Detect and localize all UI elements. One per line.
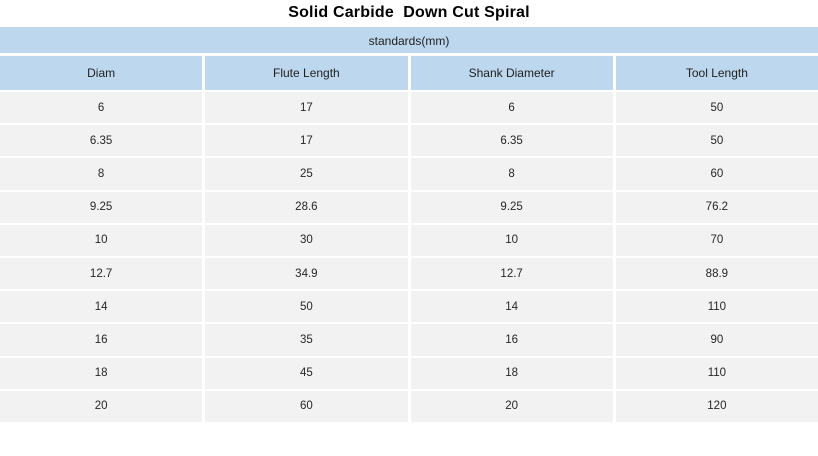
table-cell: 20 [410,390,613,422]
column-header-diam: Diam [0,56,203,90]
table-cell: 60 [205,390,408,422]
table-cell: 45 [205,357,408,389]
table-cell: 6 [0,92,203,124]
table-cell: 9.25 [410,191,613,223]
table-cell: 8 [410,158,613,190]
table-cell: 70 [615,224,818,256]
table-cell: 88.9 [615,257,818,290]
table-cell: 76.2 [615,191,818,223]
table-cell: 12.7 [0,257,203,290]
table-cell: 14 [0,291,203,323]
table-cell: 50 [615,125,818,157]
table-cell: 34.9 [205,257,408,290]
table-cell: 60 [615,158,818,190]
table-row: 6 17 6 50 [0,92,818,124]
table-cell: 10 [0,224,203,256]
page-title: Solid Carbide Down Cut Spiral [288,4,530,21]
table-cell: 50 [205,291,408,323]
standards-subtitle-bar: standards(mm) [0,27,818,53]
table-cell: 20 [0,390,203,422]
table-cell: 14 [410,291,613,323]
table-cell: 28.6 [205,191,408,223]
column-header-tool-length: Tool Length [615,56,818,90]
table-cell: 17 [205,125,408,157]
spec-table: Diam Flute Length Shank Diameter Tool Le… [0,56,818,422]
table-row: 12.7 34.9 12.7 88.9 [0,257,818,290]
table-cell: 6 [410,92,613,124]
table-cell: 6.35 [410,125,613,157]
column-header-flute-length: Flute Length [205,56,408,90]
table-cell: 35 [205,324,408,356]
table-row: 8 25 8 60 [0,158,818,190]
table-cell: 12.7 [410,257,613,290]
table-row: 20 60 20 120 [0,390,818,422]
table-cell: 90 [615,324,818,356]
table-cell: 9.25 [0,191,203,223]
table-cell: 30 [205,224,408,256]
table-cell: 18 [410,357,613,389]
table-row: 16 35 16 90 [0,324,818,356]
table-cell: 120 [615,390,818,422]
table-cell: 17 [205,92,408,124]
divider [0,53,818,56]
table-cell: 50 [615,92,818,124]
table-row: 18 45 18 110 [0,357,818,389]
table-cell: 8 [0,158,203,190]
table-row: 6.35 17 6.35 50 [0,125,818,157]
table-cell: 110 [615,291,818,323]
table-cell: 16 [0,324,203,356]
column-header-shank-diameter: Shank Diameter [410,56,613,90]
table-header-row: Diam Flute Length Shank Diameter Tool Le… [0,56,818,90]
table-cell: 110 [615,357,818,389]
table-cell: 6.35 [0,125,203,157]
standards-subtitle-label: standards(mm) [368,33,450,48]
table-cell: 16 [410,324,613,356]
table-row: 10 30 10 70 [0,224,818,256]
table-cell: 25 [205,158,408,190]
table-row: 14 50 14 110 [0,291,818,323]
table-row: 9.25 28.6 9.25 76.2 [0,191,818,223]
table-cell: 10 [410,224,613,256]
table-cell: 18 [0,357,203,389]
